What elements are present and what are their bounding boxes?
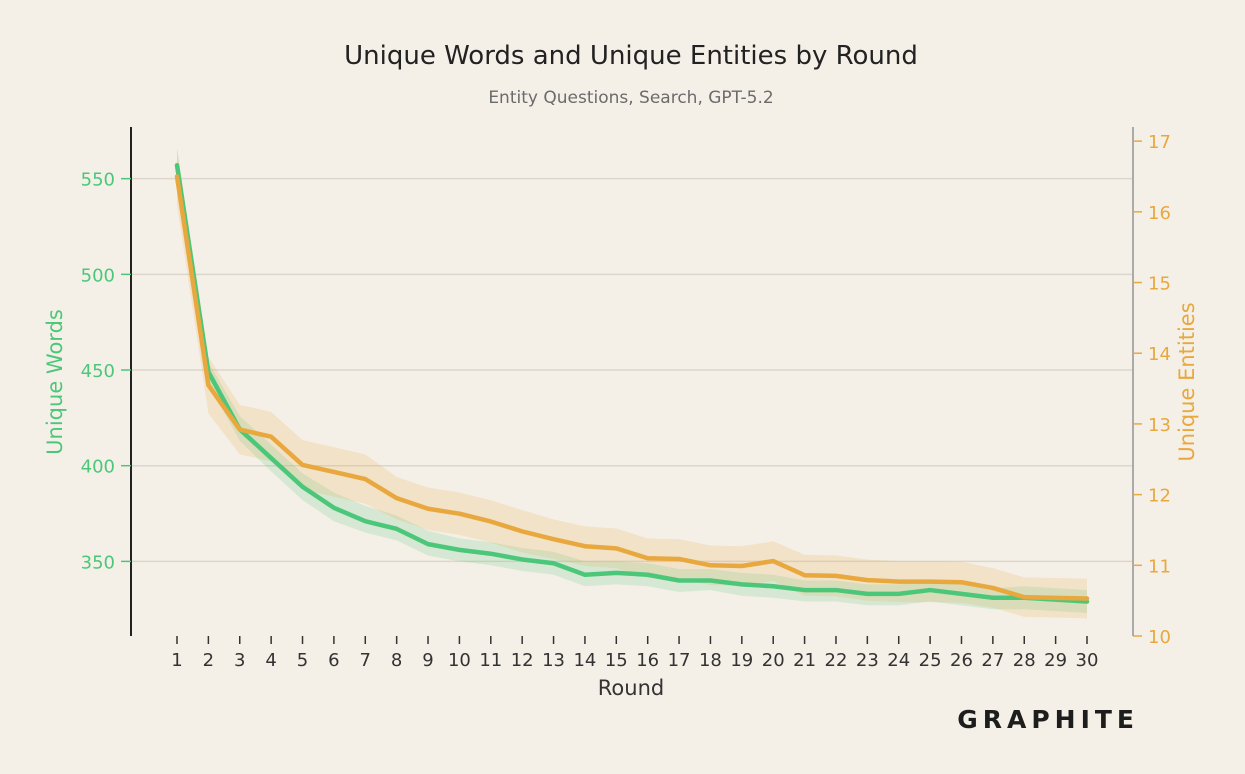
- x-tick-label: 16: [636, 650, 659, 671]
- right-tick-label: 14: [1148, 344, 1171, 365]
- series-lines: [174, 163, 1090, 604]
- confidence-bands: [177, 148, 1087, 619]
- x-tick-label: 10: [448, 650, 471, 671]
- x-tick-label: 8: [391, 650, 402, 671]
- x-tick-label: 25: [919, 650, 942, 671]
- gridlines: [131, 177, 1133, 563]
- x-tick-label: 23: [856, 650, 879, 671]
- x-tick-label: 24: [887, 650, 910, 671]
- x-tick-label: 18: [699, 650, 722, 671]
- x-tick-label: 15: [605, 650, 628, 671]
- x-axis-ticks: 1 2 3 4 5 6 7 8 9 10 11 12 13 14 15 16 17 18 19 20 21 22 23 24 2…: [171, 636, 1098, 671]
- graphite-logo: GRAPHITE: [957, 705, 1139, 734]
- right-tick-label: 11: [1148, 556, 1171, 577]
- left-tick-label: 550: [81, 170, 115, 191]
- x-tick-label: 14: [573, 650, 596, 671]
- right-axis-ticks: 10 11 12 13 14 15 16 17: [1133, 132, 1171, 648]
- right-tick-label: 15: [1148, 274, 1171, 295]
- x-tick-label: 21: [793, 650, 816, 671]
- x-tick-label: 7: [360, 650, 371, 671]
- x-tick-label: 27: [981, 650, 1004, 671]
- right-tick-label: 16: [1148, 203, 1171, 224]
- x-axis-label: Round: [598, 676, 664, 700]
- chart-subtitle: Entity Questions, Search, GPT-5.2: [488, 88, 773, 108]
- x-tick-label: 12: [511, 650, 534, 671]
- left-axis-ticks: 350 400 450 500 550: [81, 170, 131, 573]
- right-tick-label: 13: [1148, 415, 1171, 436]
- chart-title: Unique Words and Unique Entities by Roun…: [344, 41, 918, 71]
- right-tick-label: 12: [1148, 486, 1171, 507]
- confidence-band-unique-entities: [177, 148, 1087, 619]
- x-tick-label: 19: [730, 650, 753, 671]
- x-tick-label: 5: [297, 650, 308, 671]
- x-tick-label: 28: [1013, 650, 1036, 671]
- series-line-unique-words: [174, 163, 1090, 604]
- series-line-unique-entities: [174, 174, 1090, 601]
- x-tick-label: 30: [1076, 650, 1099, 671]
- y-axis-left-label: Unique Words: [43, 309, 67, 455]
- x-tick-label: 2: [203, 650, 214, 671]
- x-tick-label: 4: [265, 650, 276, 671]
- right-tick-label: 17: [1148, 132, 1171, 153]
- x-tick-label: 11: [479, 650, 502, 671]
- x-tick-label: 17: [668, 650, 691, 671]
- y-axis-right-label: Unique Entities: [1175, 302, 1199, 461]
- right-tick-label: 10: [1148, 627, 1171, 648]
- x-tick-label: 29: [1044, 650, 1067, 671]
- x-tick-label: 13: [542, 650, 565, 671]
- x-tick-label: 6: [328, 650, 339, 671]
- left-tick-label: 450: [81, 361, 115, 382]
- x-tick-label: 1: [171, 650, 182, 671]
- left-tick-label: 500: [81, 265, 115, 286]
- x-tick-label: 26: [950, 650, 973, 671]
- x-tick-label: 20: [762, 650, 785, 671]
- x-tick-label: 3: [234, 650, 245, 671]
- x-tick-label: 22: [825, 650, 848, 671]
- left-tick-label: 400: [81, 457, 115, 478]
- x-tick-label: 9: [422, 650, 433, 671]
- left-tick-label: 350: [81, 552, 115, 573]
